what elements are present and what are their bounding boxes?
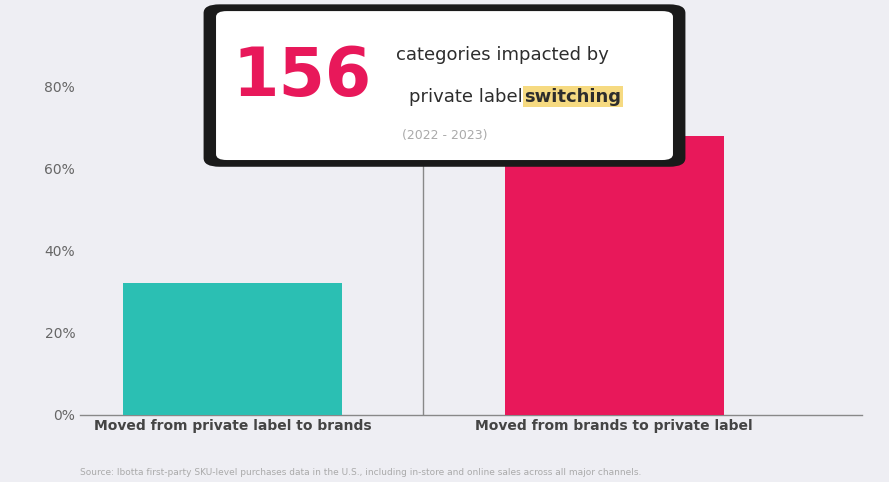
Text: (2022 - 2023): (2022 - 2023) (402, 129, 487, 142)
Text: 68%: 68% (538, 102, 595, 126)
Text: 32%: 32% (204, 337, 260, 361)
Text: switching: switching (525, 88, 621, 106)
Text: categories impacted by: categories impacted by (396, 46, 609, 64)
Text: private label: private label (409, 88, 528, 106)
Bar (505, 136, 724, 415)
Text: Source: Ibotta first-party SKU-level purchases data in the U.S., including in-st: Source: Ibotta first-party SKU-level pur… (80, 468, 641, 477)
Text: 156: 156 (233, 44, 372, 110)
Bar (123, 283, 342, 415)
